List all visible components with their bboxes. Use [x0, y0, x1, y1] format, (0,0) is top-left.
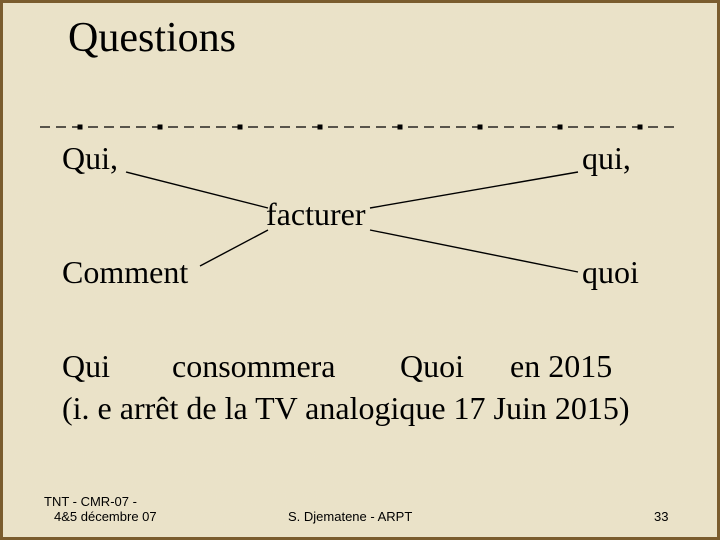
footer-page-number: 33	[654, 509, 668, 524]
slide: Questions Qui, qui, facturer Comment quo…	[0, 0, 720, 540]
bottom-qui: Qui	[62, 348, 110, 385]
bottom-quoi: Quoi	[400, 348, 464, 385]
footer-left-line1: TNT - CMR-07 -	[44, 494, 137, 509]
label-comment: Comment	[62, 254, 188, 291]
line-facturer-to-qui-cap	[126, 172, 268, 208]
label-qui-cap: Qui,	[62, 140, 118, 177]
bottom-line2: (i. e arrêt de la TV analogique 17 Juin …	[62, 390, 630, 427]
line-facturer-to-quoi	[370, 230, 578, 272]
slide-title: Questions	[68, 14, 236, 62]
footer-center: S. Djematene - ARPT	[288, 509, 412, 524]
bottom-en2015: en 2015	[510, 348, 612, 385]
label-facturer: facturer	[266, 196, 365, 233]
footer-left-line2: 4&5 décembre 07	[54, 509, 157, 524]
line-facturer-to-comment	[200, 230, 268, 266]
bottom-consommera: consommera	[172, 348, 336, 385]
line-facturer-to-qui-low	[370, 172, 578, 208]
label-qui-low: qui,	[582, 140, 631, 177]
label-quoi: quoi	[582, 254, 639, 291]
